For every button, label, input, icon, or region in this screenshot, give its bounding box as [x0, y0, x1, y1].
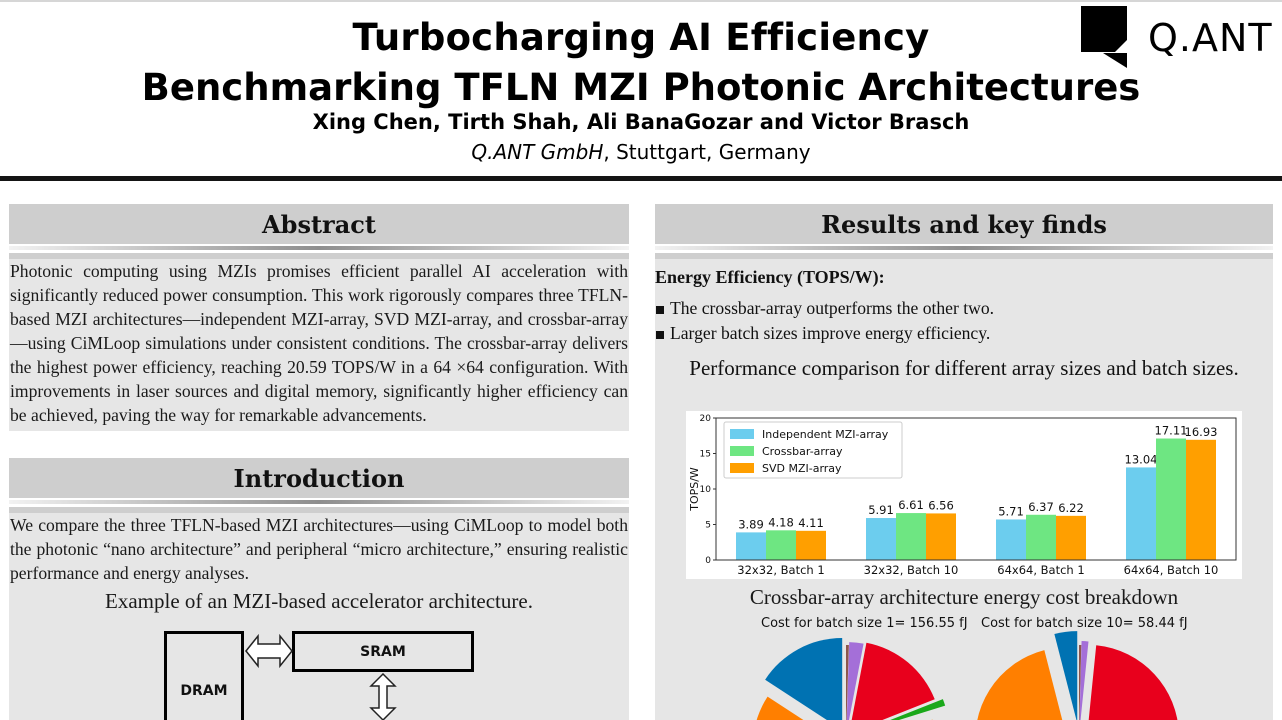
bar-value-label: 6.61 [898, 498, 924, 512]
y-axis-label: TOPS/W [688, 467, 701, 512]
bar-value-label: 3.89 [738, 517, 764, 531]
bar-value-label: 5.71 [998, 504, 1024, 518]
sram-block: SRAM [292, 631, 474, 672]
bar-value-label: 6.22 [1058, 501, 1084, 515]
legend-label: Independent MZI-array [762, 428, 889, 441]
bar [926, 513, 956, 560]
pie-slice-orange [977, 650, 1063, 720]
header-rule [0, 176, 1282, 181]
qant-logo-mark-icon [1081, 6, 1127, 68]
introduction-section: Introduction We compare the three TFLN-b… [9, 458, 629, 720]
section-separator [655, 244, 1273, 253]
introduction-body: We compare the three TFLN-based MZI arch… [9, 507, 629, 720]
legend-label: SVD MZI-array [762, 462, 842, 475]
bullet-square-icon [656, 306, 664, 314]
section-separator [9, 498, 629, 507]
bar [1026, 514, 1056, 560]
poster-header: Turbocharging AI Efficiency Benchmarking… [0, 0, 1282, 181]
pie-title-batch-1: Cost for batch size 1= 156.55 fJ [761, 616, 968, 631]
legend-label: Crossbar-array [762, 445, 843, 458]
bar-value-label: 6.37 [1028, 500, 1054, 514]
bar-chart-svg: 3.89 4.18 4.11 32x32, Batch 1 5.91 6.61 6.56 32… [688, 414, 1237, 577]
bullet-item: The crossbar-array outperforms the other… [655, 296, 1273, 321]
abstract-heading: Abstract [9, 204, 629, 244]
pie-slice-purple [846, 642, 864, 720]
tops-per-watt-bar-chart: 3.89 4.18 4.11 32x32, Batch 1 5.91 6.61 6.56 32… [686, 411, 1242, 579]
bar-value-label: 4.11 [798, 516, 824, 530]
pie-slice-brown [846, 645, 849, 720]
pie-slice-green [890, 699, 946, 720]
y-tick-label: 5 [705, 521, 711, 531]
abstract-text: Photonic computing using MZIs promises e… [10, 261, 628, 425]
title-line-1: Turbocharging AI Efficiency [352, 16, 930, 59]
pie-slice-purple [1079, 641, 1089, 720]
pie-slice-red [851, 642, 935, 720]
bar-value-label: 16.93 [1185, 425, 1218, 439]
y-tick-label: 0 [705, 556, 711, 566]
y-tick-label: 20 [700, 414, 712, 424]
affiliation-org: Q.ANT GmbH [471, 140, 604, 164]
title-line-2: Benchmarking TFLN MZI Photonic Architect… [141, 66, 1141, 109]
pie-slice-orange [756, 696, 933, 720]
bar [736, 532, 766, 560]
qant-logo-text: Q.ANT [1148, 16, 1273, 60]
pie-slice-blue [765, 637, 843, 720]
introduction-text: We compare the three TFLN-based MZI arch… [10, 515, 628, 583]
architecture-diagram: DRAM SRAM [164, 631, 494, 720]
double-arrow-horizontal-icon [245, 633, 293, 669]
energy-efficiency-heading: Energy Efficiency (TOPS/W): [655, 267, 885, 287]
results-bullets: The crossbar-array outperforms the other… [655, 296, 1273, 346]
x-tick-label: 64x64, Batch 10 [1124, 563, 1219, 577]
bullet-item: Larger batch sizes improve energy effici… [655, 321, 1273, 346]
bar-value-label: 6.56 [928, 498, 954, 512]
authors: Xing Chen, Tirth Shah, Ali BanaGozar and… [312, 110, 970, 134]
bar-value-label: 5.91 [868, 503, 894, 517]
y-tick-label: 10 [700, 485, 712, 495]
pie-chart-caption: Crossbar-array architecture energy cost … [749, 585, 1179, 609]
bar [1126, 467, 1156, 560]
results-heading: Results and key finds [655, 204, 1273, 244]
bar [896, 513, 926, 560]
bar [796, 530, 826, 560]
section-separator [9, 244, 629, 253]
affiliation: Q.ANT GmbH, Stuttgart, Germany [0, 140, 1282, 164]
double-arrow-vertical-icon [369, 673, 397, 720]
bar-value-label: 17.11 [1155, 424, 1188, 438]
x-tick-label: 32x32, Batch 1 [737, 563, 824, 577]
abstract-body: Photonic computing using MZIs promises e… [9, 253, 629, 431]
pie-slice-brown [1079, 645, 1082, 720]
qant-logo: Q.ANT [1081, 6, 1281, 68]
affiliation-place: , Stuttgart, Germany [603, 140, 811, 164]
right-column: Results and key finds Energy Efficiency … [655, 204, 1273, 720]
abstract-section: Abstract Photonic computing using MZIs p… [9, 204, 629, 431]
bar-value-label: 13.04 [1125, 452, 1158, 466]
pie-slice-red [1088, 645, 1178, 720]
bar [1056, 515, 1086, 560]
performance-chart-caption: Performance comparison for different arr… [689, 356, 1239, 380]
bar [1186, 439, 1216, 560]
x-tick-label: 64x64, Batch 1 [997, 563, 1084, 577]
left-column: Abstract Photonic computing using MZIs p… [9, 204, 629, 720]
bar-value-label: 4.18 [768, 515, 794, 529]
architecture-figure-caption: Example of an MZI-based accelerator arch… [105, 589, 533, 613]
energy-breakdown-pie-charts [756, 631, 1178, 720]
x-tick-label: 32x32, Batch 10 [864, 563, 959, 577]
bar [996, 519, 1026, 560]
results-body: Energy Efficiency (TOPS/W): The crossbar… [655, 253, 1273, 720]
pie-slice-blue [1054, 631, 1078, 720]
bar [766, 530, 796, 560]
y-tick-label: 15 [700, 450, 711, 460]
bullet-square-icon [656, 331, 664, 339]
chart-legend: Independent MZI-array Crossbar-array SVD M… [723, 421, 903, 479]
bar [1156, 438, 1186, 560]
results-section: Results and key finds Energy Efficiency … [655, 204, 1273, 720]
introduction-heading: Introduction [9, 458, 629, 498]
pie-title-batch-10: Cost for batch size 10= 58.44 fJ [981, 616, 1188, 631]
bar [866, 518, 896, 560]
dram-block: DRAM [164, 631, 244, 720]
